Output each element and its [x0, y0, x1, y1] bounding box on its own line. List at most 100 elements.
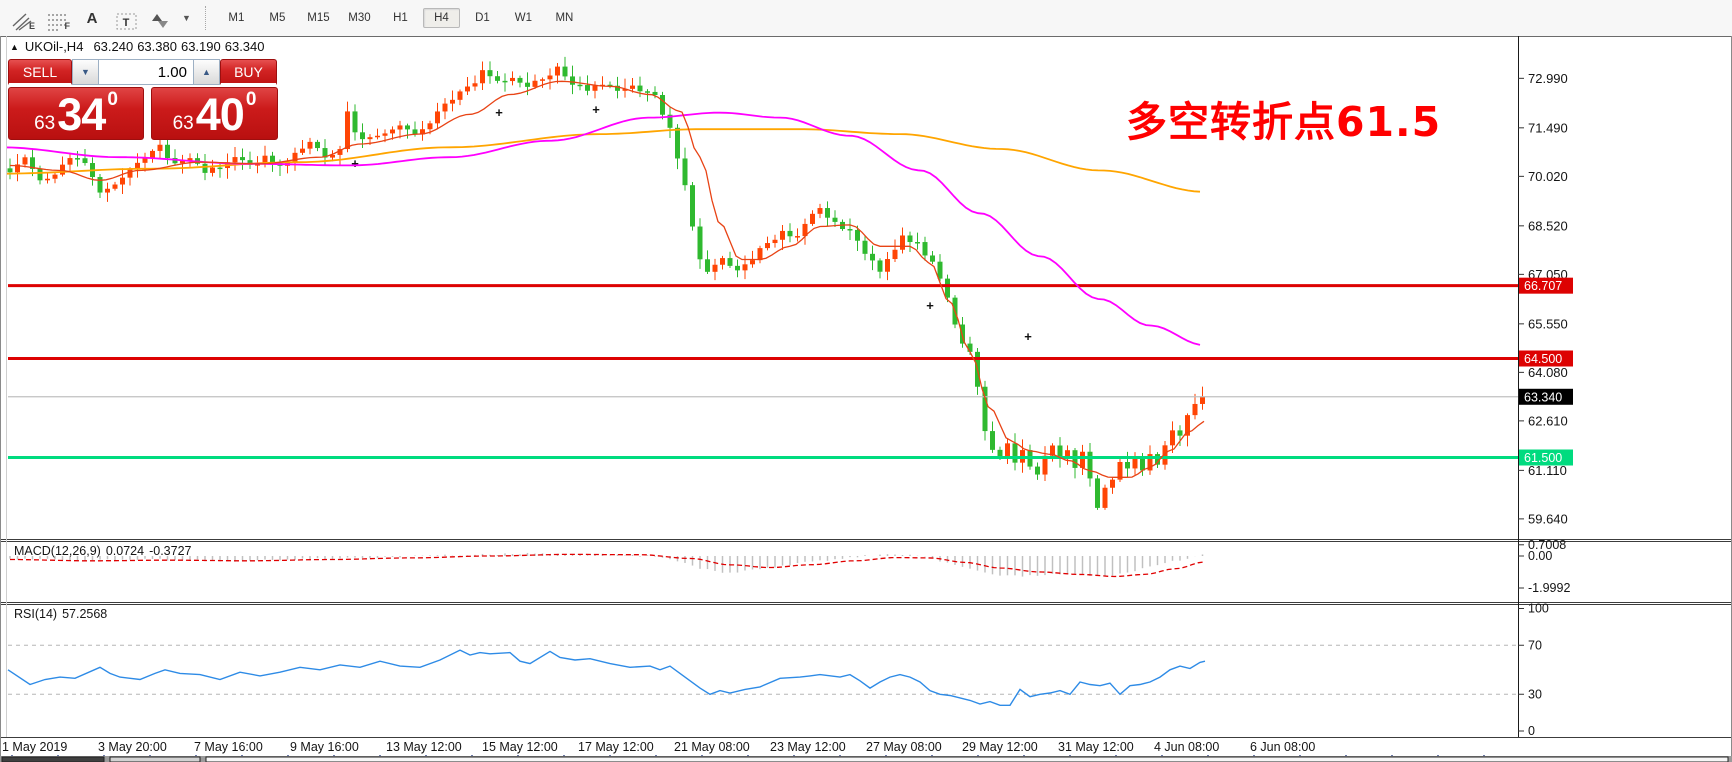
timeframe-button-MN[interactable]: MN [555, 12, 574, 24]
svg-text:T: T [123, 17, 130, 29]
svg-text:66.707: 66.707 [1524, 279, 1562, 293]
svg-text:-1.9992: -1.9992 [1528, 581, 1570, 595]
arrows-icon [151, 11, 173, 31]
chart-title: ▲ UKOil-,H4 63.240 63.380 63.190 63.340 [10, 39, 269, 54]
buy-price-button[interactable]: 63 40 0 [151, 87, 278, 140]
volume-up-button[interactable]: ▲ [193, 59, 220, 85]
cross-mark: + [592, 102, 600, 117]
macd-value: 0.0724 [105, 544, 145, 558]
svg-text:71.490: 71.490 [1528, 120, 1568, 135]
macd-indicator-label: MACD(12,26,9) 0.0724 -0.3727 [14, 544, 196, 558]
svg-text:64.080: 64.080 [1528, 365, 1568, 380]
svg-text:3 May 20:00: 3 May 20:00 [98, 740, 167, 754]
fibonacci-retracement-icon [46, 11, 68, 31]
arrows-dropdown-chevron[interactable]: ▼ [182, 13, 191, 23]
svg-text:7 May 16:00: 7 May 16:00 [194, 740, 263, 754]
sell-button[interactable]: SELL [8, 59, 72, 85]
svg-text:29 May 12:00: 29 May 12:00 [962, 740, 1038, 754]
svg-text:0.7008: 0.7008 [1528, 538, 1566, 552]
toolbar-separator [204, 6, 206, 30]
svg-text:70.020: 70.020 [1528, 169, 1568, 184]
macd-name: MACD(12,26,9) [14, 544, 101, 558]
svg-text:68.520: 68.520 [1528, 218, 1568, 233]
fibo-badge: F [64, 21, 71, 31]
volume-input[interactable] [99, 59, 193, 85]
arrows-tool-button[interactable] [146, 4, 178, 32]
price-label-61.500 [1519, 449, 1573, 466]
ohlc-close: 63.340 [224, 39, 265, 54]
volume-down-button[interactable]: ▼ [72, 59, 99, 85]
buy-price-handle: 63 [172, 113, 194, 134]
sell-price-main: 34 [57, 89, 106, 140]
time-axis: 1 May 2019 3 May 20:00 7 May 16:00 9 May 16… [2, 740, 1485, 759]
svg-text:70: 70 [1528, 638, 1542, 652]
sell-price-pip: 0 [107, 89, 118, 110]
symbol-timeframe: UKOil-,H4 [24, 39, 84, 54]
toolbar: E F A T ▼ M [0, 0, 1732, 36]
svg-text:6 Jun 08:00: 6 Jun 08:00 [1250, 740, 1315, 754]
cross-mark: + [351, 156, 359, 171]
rsi-layer [7, 644, 1517, 706]
text-tool-icon: A [86, 10, 98, 27]
svg-text:61.110: 61.110 [1528, 463, 1567, 478]
text-label-icon: T [115, 11, 139, 31]
chart-annotation-text: 多空转折点61.5 [1126, 98, 1442, 146]
cross-mark: + [926, 298, 934, 313]
text-tool-button[interactable]: A [76, 4, 108, 32]
timeframe-group: M1 M5 M15 M30 H1 H4 D1 W1 MN [218, 8, 587, 28]
svg-text:17 May 12:00: 17 May 12:00 [578, 740, 654, 754]
ohlc-low: 63.190 [180, 39, 221, 54]
timeframe-button-H1[interactable]: H1 [393, 12, 408, 24]
price-label-66.707 [1519, 277, 1573, 294]
collapse-triangle-icon[interactable]: ▲ [10, 42, 19, 52]
timeframe-button-M5[interactable]: M5 [269, 12, 286, 24]
sell-price-button[interactable]: 63 34 0 [8, 87, 144, 140]
svg-text:9 May 16:00: 9 May 16:00 [290, 740, 359, 754]
svg-text:4 Jun 08:00: 4 Jun 08:00 [1154, 740, 1219, 754]
buy-button[interactable]: BUY [220, 59, 277, 85]
svg-text:65.550: 65.550 [1528, 316, 1568, 331]
ohlc-open: 63.240 [93, 39, 134, 54]
svg-text:0.00: 0.00 [1528, 549, 1552, 563]
ohlc-high: 63.380 [137, 39, 177, 54]
svg-text:31 May 12:00: 31 May 12:00 [1058, 740, 1134, 754]
rsi-value: 57.2568 [62, 607, 108, 621]
timeframe-button-W1[interactable]: W1 [514, 12, 533, 24]
rsi-name: RSI(14) [14, 607, 58, 621]
svg-text:15 May 12:00: 15 May 12:00 [482, 740, 558, 754]
equidistant-channel-icon [11, 11, 33, 31]
sell-price-handle: 63 [34, 113, 56, 134]
svg-text:1 May 2019: 1 May 2019 [2, 740, 67, 754]
price-axis: 72.99071.49070.02068.52067.05065.55064.0… [1518, 71, 1573, 738]
svg-text:21 May 08:00: 21 May 08:00 [674, 740, 750, 754]
svg-text:13 May 12:00: 13 May 12:00 [386, 740, 462, 754]
rsi-line [7, 649, 1206, 706]
svg-text:64.500: 64.500 [1524, 352, 1562, 366]
timeframe-button-M30[interactable]: M30 [348, 12, 371, 24]
equidistant-channel-tool-button[interactable]: E [6, 4, 38, 32]
svg-text:100: 100 [1528, 602, 1549, 616]
timeframe-button-H4[interactable]: H4 [422, 8, 460, 28]
text-label-tool-button[interactable]: T [111, 4, 143, 32]
timeframe-button-M15[interactable]: M15 [307, 12, 330, 24]
svg-text:61.500: 61.500 [1524, 451, 1562, 465]
timeframe-button-D1[interactable]: D1 [475, 12, 490, 24]
svg-text:63.340: 63.340 [1524, 390, 1562, 404]
timeframe-button-M1[interactable]: M1 [228, 12, 245, 24]
svg-text:27 May 08:00: 27 May 08:00 [866, 740, 942, 754]
moving-averages-layer [7, 80, 1205, 478]
channel-badge: E [28, 21, 35, 31]
price-label-64.500 [1519, 350, 1573, 367]
svg-text:62.610: 62.610 [1528, 413, 1568, 428]
buy-price-main: 40 [195, 89, 245, 140]
svg-text:30: 30 [1528, 687, 1542, 701]
macd-layer [9, 552, 1205, 578]
svg-text:59.640: 59.640 [1528, 511, 1568, 526]
price-label-63.340 [1519, 388, 1573, 405]
svg-text:72.990: 72.990 [1528, 71, 1568, 86]
cross-mark: + [495, 105, 503, 120]
fibonacci-retracement-tool-button[interactable]: F [41, 4, 73, 32]
